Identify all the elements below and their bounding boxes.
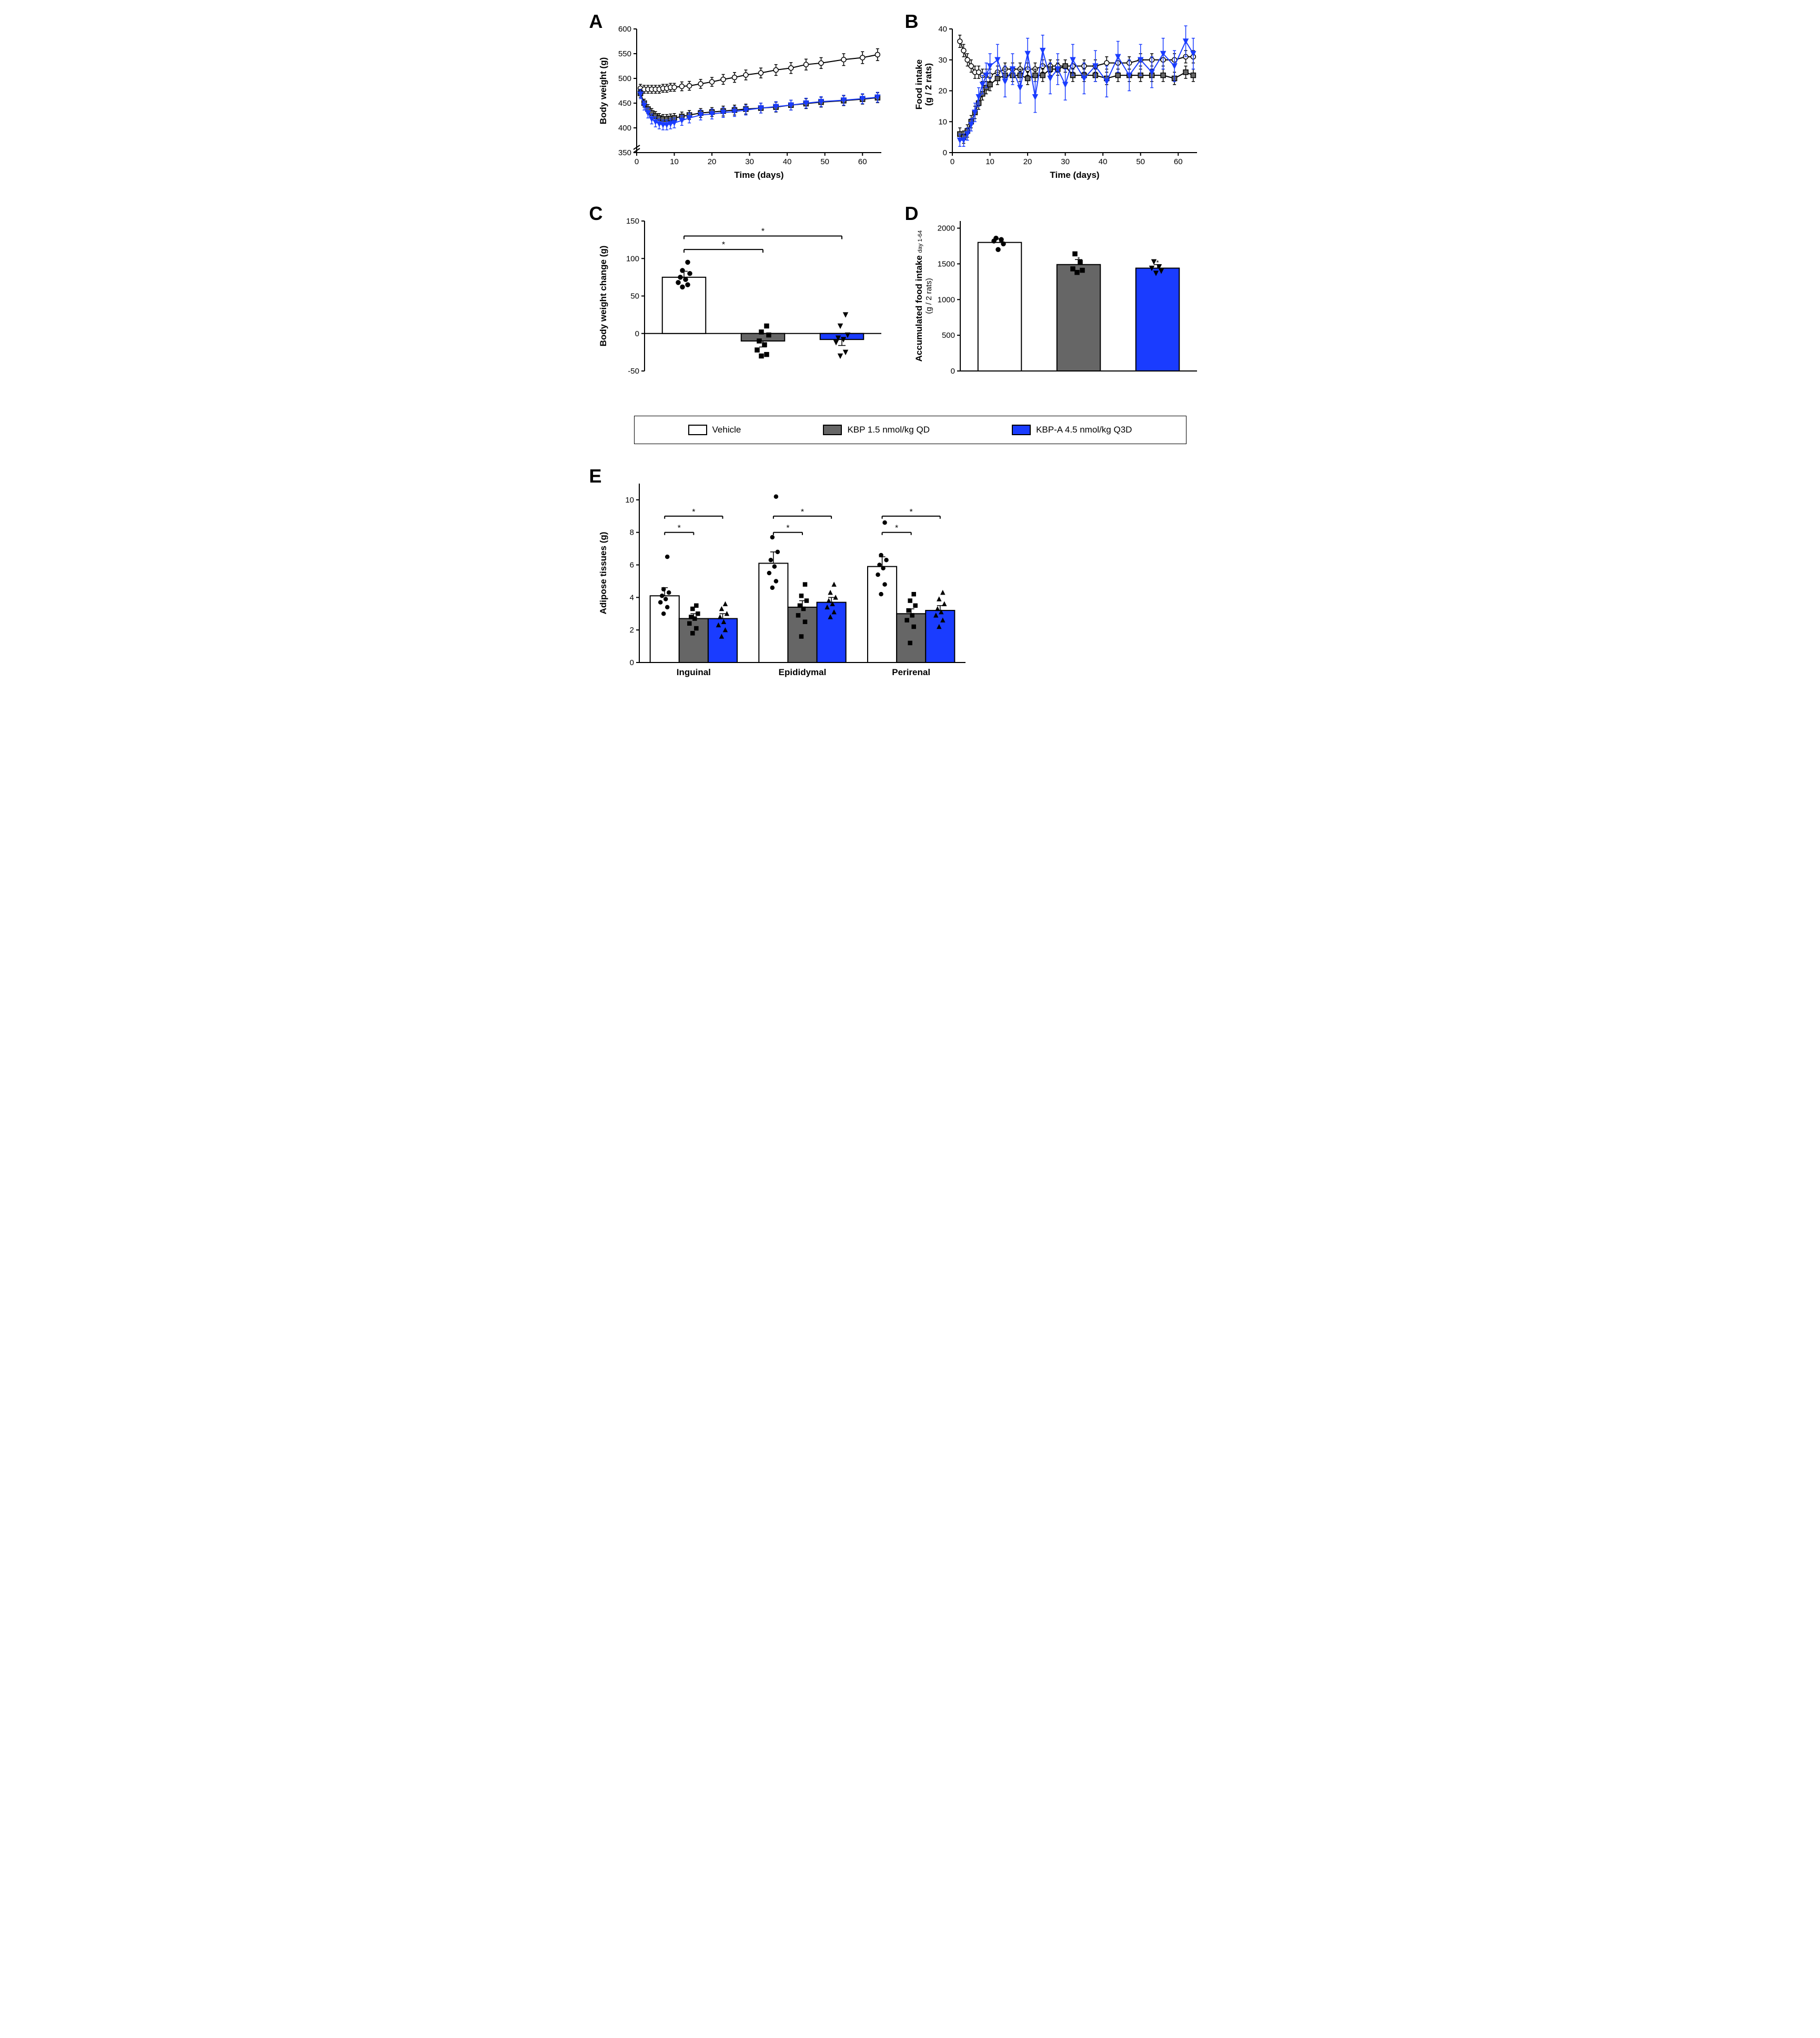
svg-text:*: *: [909, 508, 912, 517]
svg-text:Body weight (g): Body weight (g): [598, 57, 608, 124]
legend-vehicle-label: Vehicle: [712, 425, 741, 435]
svg-text:0: 0: [629, 658, 634, 667]
svg-text:20: 20: [707, 157, 716, 166]
svg-text:Adipose tissues (g): Adipose tissues (g): [598, 532, 608, 615]
svg-text:*: *: [894, 524, 898, 533]
svg-text:10: 10: [986, 157, 994, 166]
svg-text:0: 0: [950, 157, 954, 166]
svg-text:*: *: [786, 524, 789, 533]
panel-E-label: E: [589, 465, 602, 487]
svg-text:30: 30: [745, 157, 754, 166]
panel-D: D 0500100015002000Accumulated food intak…: [910, 208, 1205, 395]
legend-kbpa: KBP-A 4.5 nmol/kg Q3D: [1012, 425, 1132, 435]
legend: Vehicle KBP 1.5 nmol/kg QD KBP-A 4.5 nmo…: [634, 416, 1186, 444]
svg-text:0: 0: [635, 329, 639, 338]
svg-text:8: 8: [629, 528, 634, 537]
svg-text:100: 100: [626, 254, 639, 263]
legend-kbp-label: KBP 1.5 nmol/kg QD: [847, 425, 930, 435]
svg-text:10: 10: [625, 496, 634, 505]
svg-text:150: 150: [626, 217, 639, 226]
svg-text:*: *: [1156, 259, 1159, 267]
svg-text:60: 60: [858, 157, 867, 166]
svg-text:400: 400: [618, 124, 631, 133]
svg-text:*: *: [800, 508, 803, 517]
legend-kbp: KBP 1.5 nmol/kg QD: [823, 425, 930, 435]
figure: A 0102030405060350400450500550600Time (d…: [595, 16, 1226, 694]
svg-text:550: 550: [618, 49, 631, 58]
svg-text:600: 600: [618, 25, 631, 34]
svg-text:Accumulated food intake day 1-: Accumulated food intake day 1-64: [914, 230, 924, 362]
legend-swatch-vehicle: [688, 425, 707, 435]
svg-text:2: 2: [629, 626, 634, 635]
svg-text:50: 50: [820, 157, 829, 166]
svg-text:(g / 2 rats): (g / 2 rats): [924, 278, 933, 314]
panel-A: A 0102030405060350400450500550600Time (d…: [595, 16, 889, 187]
svg-text:*: *: [692, 508, 695, 517]
svg-text:Time (days): Time (days): [734, 170, 783, 180]
svg-text:30: 30: [1061, 157, 1070, 166]
panel-B-label: B: [905, 11, 919, 33]
svg-text:20: 20: [938, 87, 947, 96]
svg-text:Epididymal: Epididymal: [778, 667, 826, 677]
svg-text:50: 50: [630, 292, 639, 301]
svg-text:40: 40: [1098, 157, 1107, 166]
panel-C-label: C: [589, 203, 603, 225]
svg-text:450: 450: [618, 99, 631, 108]
svg-text:50: 50: [1136, 157, 1145, 166]
svg-text:*: *: [677, 524, 680, 533]
svg-text:1000: 1000: [937, 295, 954, 304]
legend-swatch-kbpa: [1012, 425, 1031, 435]
legend-vehicle: Vehicle: [688, 425, 741, 435]
svg-text:6: 6: [629, 561, 634, 570]
svg-text:1500: 1500: [937, 259, 954, 268]
svg-text:(g / 2 rats): (g / 2 rats): [923, 63, 933, 106]
svg-text:0: 0: [634, 157, 638, 166]
panel-B: B 0102030405060010203040Time (days)Food …: [910, 16, 1205, 187]
svg-text:2000: 2000: [937, 224, 954, 233]
svg-text:0: 0: [942, 148, 947, 157]
svg-text:*: *: [1077, 255, 1080, 263]
panel-E: E 0246810Adipose tissues (g)InguinalEpid…: [595, 470, 973, 694]
svg-text:0: 0: [950, 367, 954, 376]
svg-text:*: *: [761, 227, 764, 236]
svg-text:10: 10: [670, 157, 679, 166]
svg-text:Perirenal: Perirenal: [892, 667, 930, 677]
svg-text:500: 500: [618, 74, 631, 83]
svg-text:*: *: [721, 240, 725, 249]
svg-text:30: 30: [938, 56, 947, 65]
legend-kbpa-label: KBP-A 4.5 nmol/kg Q3D: [1036, 425, 1132, 435]
svg-text:500: 500: [941, 331, 954, 340]
panel-D-label: D: [905, 203, 919, 225]
svg-text:4: 4: [629, 593, 634, 602]
panel-C: C -50050100150Body weight change (g)**: [595, 208, 889, 395]
svg-text:Inguinal: Inguinal: [676, 667, 710, 677]
svg-text:20: 20: [1023, 157, 1032, 166]
svg-text:-50: -50: [628, 367, 639, 376]
svg-text:40: 40: [938, 25, 947, 34]
svg-text:40: 40: [782, 157, 791, 166]
svg-text:10: 10: [938, 117, 947, 126]
svg-text:Food intake: Food intake: [914, 59, 924, 109]
svg-text:350: 350: [618, 148, 631, 157]
svg-text:60: 60: [1173, 157, 1182, 166]
svg-text:Body weight change (g): Body weight change (g): [598, 246, 608, 347]
svg-text:Time (days): Time (days): [1050, 170, 1099, 180]
legend-swatch-kbp: [823, 425, 842, 435]
panel-A-label: A: [589, 11, 603, 33]
